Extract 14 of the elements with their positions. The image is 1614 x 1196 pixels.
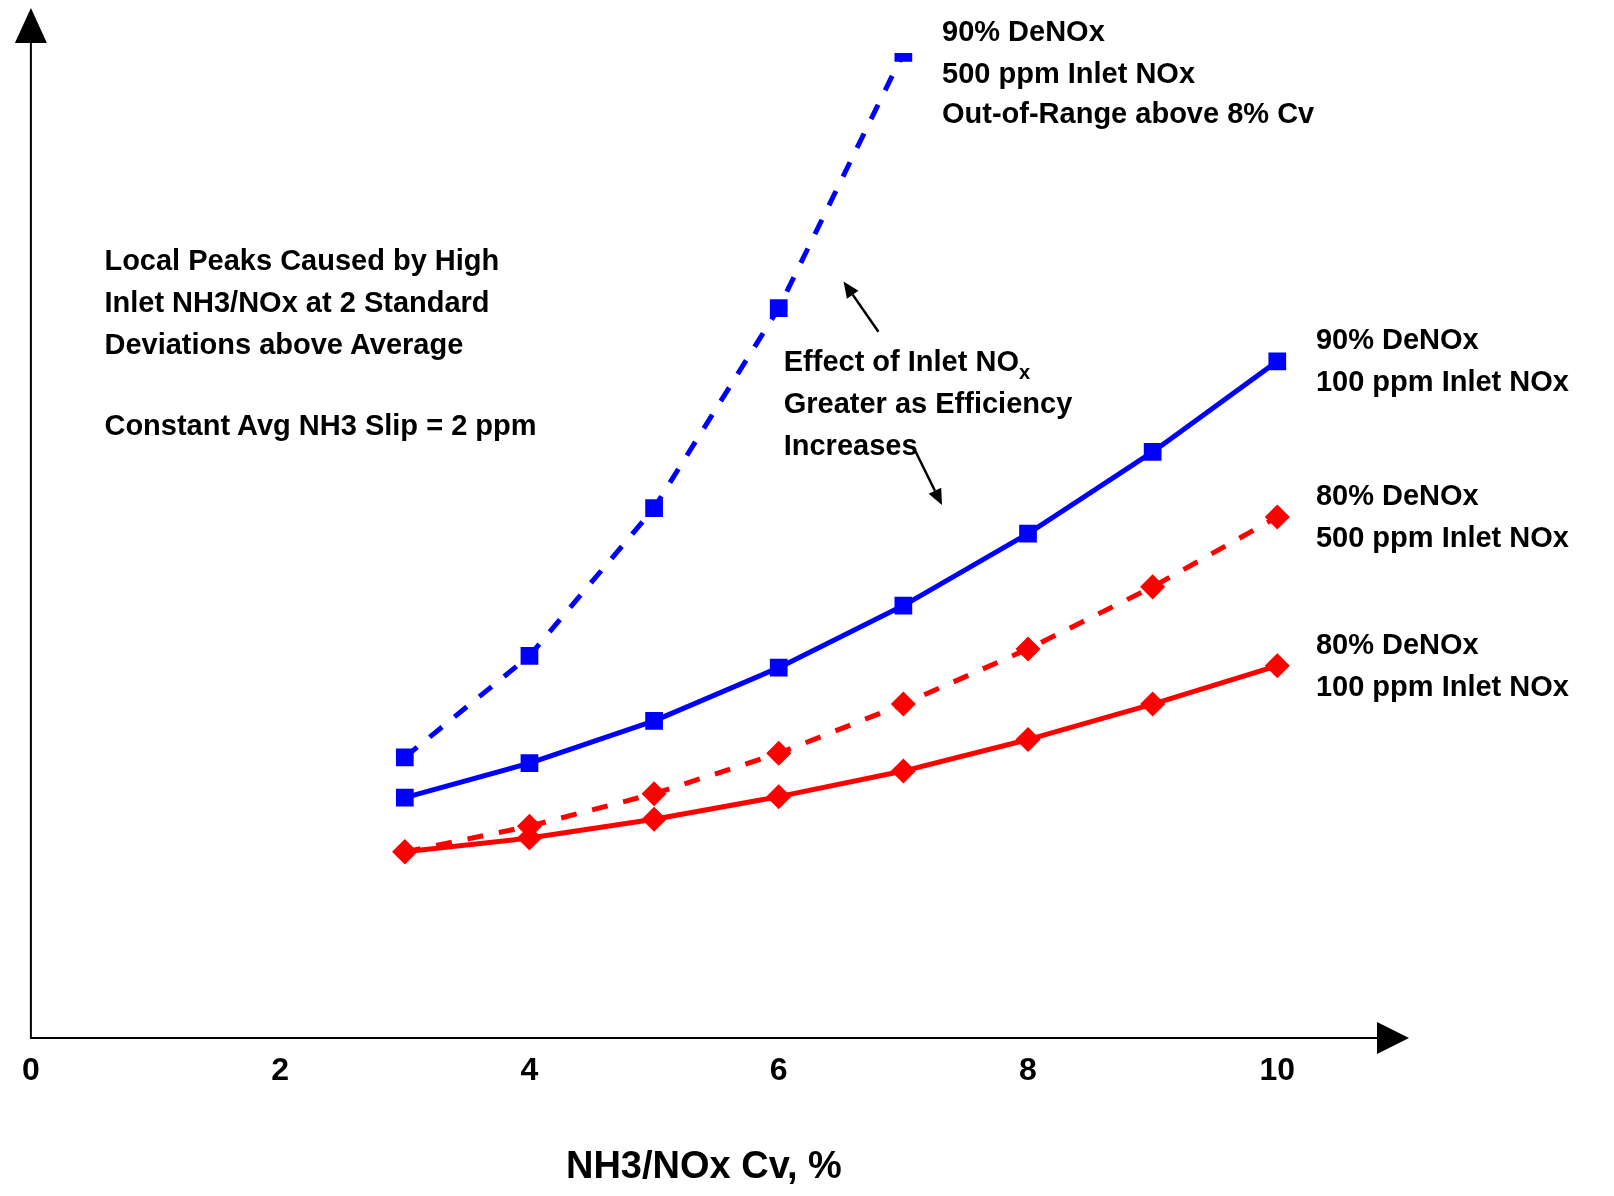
- x-tick-label: 8: [1019, 1051, 1037, 1088]
- annotation: Out-of-Range above 8% Cv: [942, 96, 1315, 129]
- x-tick-label: 2: [271, 1051, 290, 1088]
- annotation: Local Peaks Caused by High Inlet NH3/NOx at 2 Standard Deviations above Average: [104, 243, 500, 360]
- x-tick-label: 10: [1259, 1051, 1296, 1088]
- series-label: 90% DeNOx 500 ppm Inlet NOx: [942, 15, 1196, 89]
- x-axis-title: NH3/NOx Cv, %: [565, 1143, 842, 1186]
- series-label: 80% DeNOx 100 ppm Inlet NOx: [1315, 627, 1569, 702]
- series-label: 90% DeNOx 100 ppm Inlet NOx: [1315, 323, 1569, 398]
- x-tick-label: 6: [769, 1051, 788, 1088]
- annotation: Constant Avg NH3 Slip = 2 ppm: [104, 409, 537, 442]
- series-label: 80% DeNOx 500 ppm Inlet NOx: [1315, 478, 1569, 553]
- x-tick-label: 4: [520, 1051, 539, 1088]
- x-tick-label: 0: [22, 1051, 40, 1088]
